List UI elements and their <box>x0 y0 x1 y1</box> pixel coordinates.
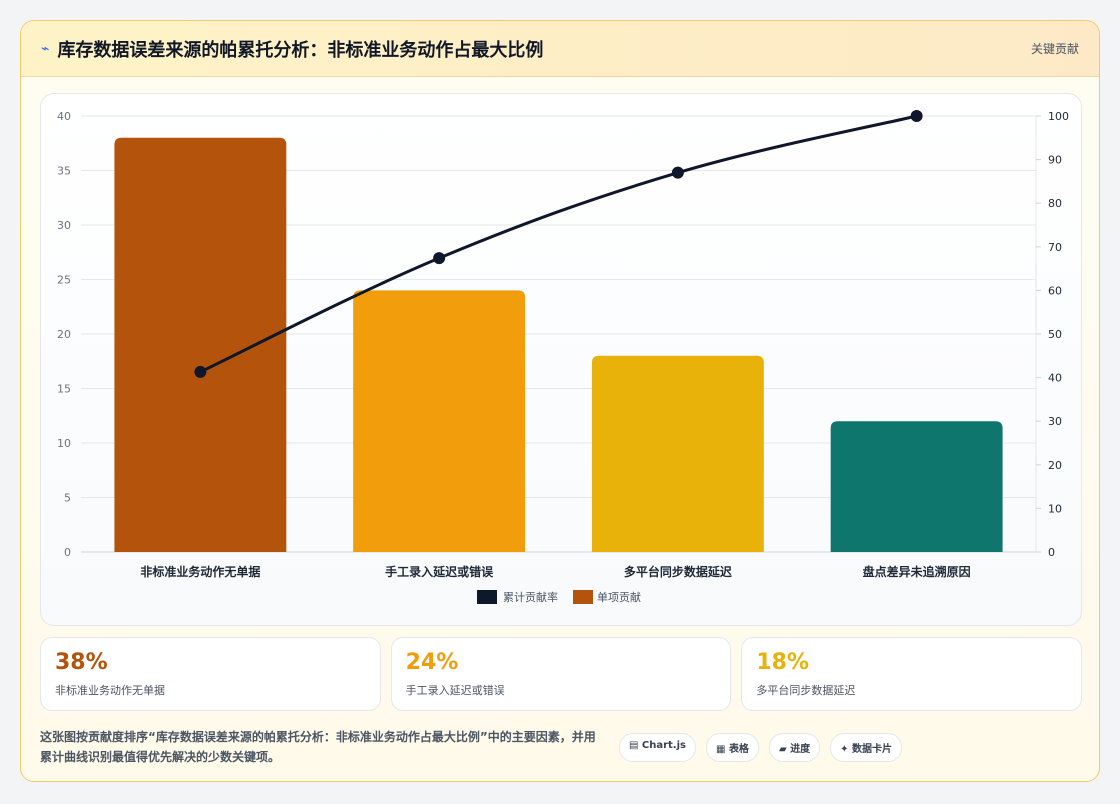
cumulative-point-2 <box>671 166 684 179</box>
chip-label: Chart.js <box>641 739 686 751</box>
stat-label: 多平台同步数据延迟 <box>756 684 856 697</box>
stat-value: 18% <box>756 650 810 675</box>
y-left-tick-label: 25 <box>57 274 71 287</box>
chip-label: 数据卡片 <box>852 743 892 755</box>
chip-label: 表格 <box>728 743 749 755</box>
stat-value: 24% <box>405 650 459 675</box>
legend-swatch-bar <box>573 590 593 604</box>
y-right-tick-label: 80 <box>1048 197 1062 210</box>
sparkle-icon: ✦ <box>840 743 849 755</box>
chip-label: 进度 <box>790 743 811 755</box>
x-category-label: 非标准业务动作无单据 <box>140 564 260 579</box>
y-left-tick-label: 0 <box>64 546 71 559</box>
stat-card-2: 18% 多平台同步数据延迟 <box>741 637 1083 711</box>
stat-label: 手工录入延迟或错误 <box>405 684 505 697</box>
stat-label: 非标准业务动作无单据 <box>55 684 165 697</box>
x-category-label: 盘点差异未追溯原因 <box>863 564 971 579</box>
y-right-tick-label: 90 <box>1048 154 1062 167</box>
y-right-tick-label: 40 <box>1048 372 1062 385</box>
cumulative-point-3 <box>910 110 923 122</box>
cumulative-point-1 <box>433 252 446 265</box>
y-right-tick-label: 0 <box>1048 546 1055 559</box>
progress-icon: ▰ <box>778 743 787 755</box>
chip-progress[interactable]: ▰ 进度 <box>768 732 821 762</box>
chart-icon: ▤ <box>628 739 639 751</box>
legend-label-bar: 单项贡献 <box>597 590 641 604</box>
x-category-label: 多平台同步数据延迟 <box>624 564 732 579</box>
cumulative-point-0 <box>194 365 207 378</box>
chart-description: 这张图按贡献度排序“库存数据误差来源的帕累托分析：非标准业务动作占最大比例”中的… <box>40 730 596 764</box>
lightning-icon: ⌁ <box>41 40 50 57</box>
y-left-tick-label: 20 <box>57 328 71 341</box>
chip-data-card[interactable]: ✦ 数据卡片 <box>830 732 902 762</box>
y-left-tick-label: 40 <box>57 110 71 123</box>
report-card: ⌁ 库存数据误差来源的帕累托分析：非标准业务动作占最大比例 关键贡献 0 5 10 1… <box>20 20 1100 782</box>
chip-chartjs[interactable]: ▤ Chart.js <box>618 732 696 762</box>
pareto-chart-panel: 0 5 10 15 20 25 30 35 40 0 10 20 30 40 50 60 70 80 90 100 非标… <box>40 93 1082 626</box>
y-right-tick-label: 10 <box>1048 502 1062 515</box>
y-right-tick-label: 100 <box>1048 110 1069 123</box>
y-right-tick-label: 50 <box>1048 328 1062 341</box>
chip-table[interactable]: ▦ 表格 <box>706 732 759 762</box>
stats-row: 38% 非标准业务动作无单据 24% 手工录入延迟或错误 18% 多平台同步数据… <box>40 637 1083 711</box>
stat-value: 38% <box>55 650 108 675</box>
y-left-tick-label: 30 <box>57 219 71 232</box>
y-right-tick-label: 60 <box>1048 284 1062 297</box>
y-right-tick-label: 20 <box>1048 459 1062 472</box>
page-title: 库存数据误差来源的帕累托分析：非标准业务动作占最大比例 <box>57 39 544 61</box>
bar-2 <box>591 355 764 552</box>
y-left-tick-label: 15 <box>57 383 71 396</box>
title-group: ⌁ 库存数据误差来源的帕累托分析：非标准业务动作占最大比例 <box>41 36 543 62</box>
stat-card-0: 38% 非标准业务动作无单据 <box>40 637 381 711</box>
y-left-tick-label: 5 <box>64 492 71 505</box>
y-right-tick-label: 30 <box>1048 415 1062 428</box>
footer: 这张图按贡献度排序“库存数据误差来源的帕累托分析：非标准业务动作占最大比例”中的… <box>40 725 1082 769</box>
bar-1 <box>353 290 526 552</box>
y-right-tick-label: 70 <box>1048 241 1062 254</box>
cumulative-line <box>199 114 917 374</box>
y-left-tick-label: 10 <box>57 437 71 450</box>
x-category-label: 手工录入延迟或错误 <box>385 564 494 579</box>
bar-0 <box>114 137 287 553</box>
table-icon: ▦ <box>716 743 726 755</box>
bar-3 <box>830 421 1003 552</box>
legend-swatch-cumulative <box>477 590 497 604</box>
header-tag[interactable]: 关键贡献 <box>1030 42 1079 56</box>
chip-group: ▤ Chart.js ▦ 表格 ▰ 进度 ✦ 数据卡片 <box>618 732 902 762</box>
stat-card-1: 24% 手工录入延迟或错误 <box>390 637 732 711</box>
card-header: ⌁ 库存数据误差来源的帕累托分析：非标准业务动作占最大比例 关键贡献 <box>21 21 1099 77</box>
pareto-chart: 0 5 10 15 20 25 30 35 40 0 10 20 30 40 50 60 70 80 90 100 非标… <box>57 110 1069 604</box>
legend-label-cumulative: 累计贡献率 <box>503 590 558 604</box>
y-left-tick-label: 35 <box>57 165 71 178</box>
